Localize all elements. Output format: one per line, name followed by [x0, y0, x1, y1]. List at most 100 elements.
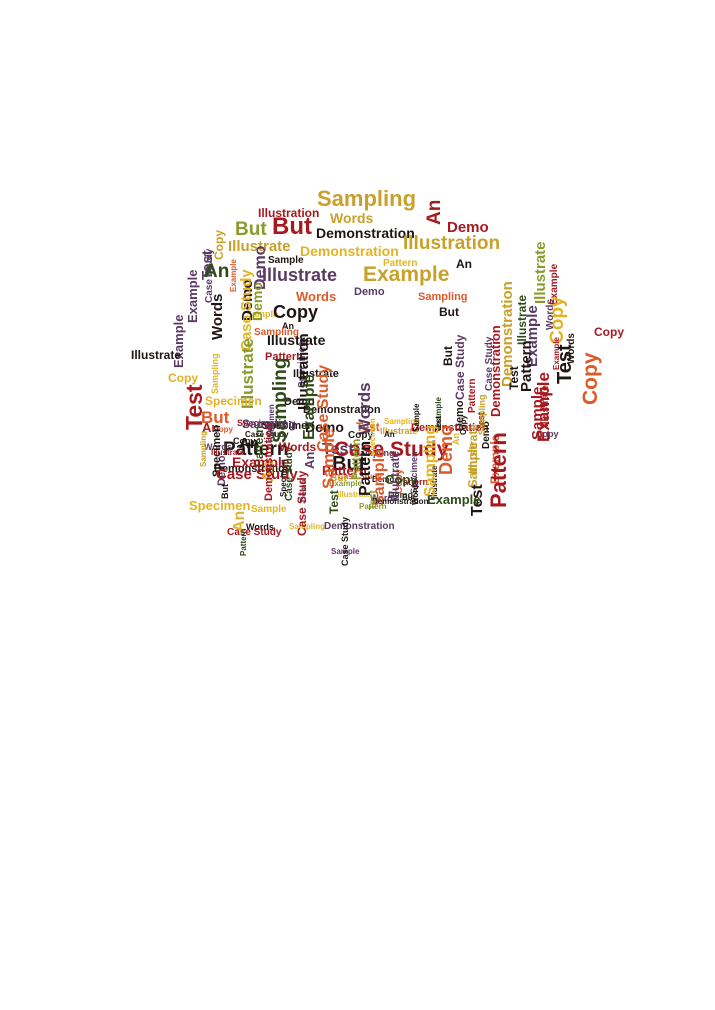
- cloud-word: Case Study: [245, 430, 289, 439]
- cloud-word: Illustrate: [267, 332, 326, 348]
- cloud-word: Demonstration: [303, 404, 381, 416]
- cloud-word: Illustrate: [228, 238, 291, 255]
- cloud-word: Example: [185, 269, 200, 323]
- cloud-word: Case Study: [338, 472, 382, 481]
- cloud-word: But: [272, 213, 312, 240]
- cloud-word: Demo: [447, 219, 489, 236]
- cloud-word: Test: [356, 420, 380, 434]
- cloud-word: Sample: [412, 403, 421, 432]
- cloud-word: Demo: [354, 286, 385, 298]
- cloud-word: An: [302, 451, 317, 469]
- cloud-word: Illustrate: [532, 241, 549, 304]
- cloud-word: Example: [229, 259, 238, 292]
- cloud-word: Demonstration: [411, 422, 489, 434]
- cloud-word: But: [220, 484, 230, 499]
- cloud-word: Sample: [251, 504, 287, 515]
- cloud-word: Copy: [579, 352, 602, 406]
- cloud-word: Pattern: [265, 351, 303, 363]
- cloud-word: Copy: [385, 472, 418, 487]
- cloud-word: Copy: [168, 371, 198, 385]
- cloud-word: Sample: [246, 309, 279, 319]
- cloud-word: Test: [322, 441, 354, 458]
- cloud-word: Demonstration: [372, 497, 429, 506]
- cloud-word: Demo: [284, 396, 315, 408]
- cloud-word: Sampling: [254, 327, 300, 338]
- cloud-word: Sample: [529, 386, 546, 440]
- cloud-word: Pattern: [359, 502, 387, 511]
- cloud-word: Illustrate: [262, 265, 338, 285]
- cloud-word: Demo: [388, 490, 414, 500]
- cloud-word: Copy: [594, 325, 624, 339]
- cloud-word: Pattern: [383, 258, 418, 269]
- cloud-word: Sample: [331, 547, 360, 556]
- cloud-word: Pattern: [486, 432, 511, 508]
- cloud-word: But: [439, 305, 459, 319]
- cloud-word: Demonstration: [263, 423, 275, 501]
- cloud-word: Words: [330, 210, 374, 226]
- cloud-word: Copy: [213, 425, 233, 434]
- cloud-word: Example: [329, 479, 362, 488]
- cloud-word: Demonstration: [488, 325, 503, 417]
- cloud-word: An: [204, 261, 230, 282]
- cloud-word: Sampling: [418, 291, 468, 303]
- cloud-word: Copy: [536, 429, 559, 439]
- cloud-word: But: [235, 219, 267, 240]
- cloud-word: An: [239, 435, 259, 452]
- cloud-word: An: [202, 420, 220, 435]
- cloud-word: Case Study: [453, 334, 467, 400]
- cloud-word: Demonstration: [214, 463, 292, 475]
- cloud-word: Sampling: [210, 353, 220, 394]
- cloud-word: Demo: [372, 475, 395, 484]
- cloud-word: Words: [204, 442, 232, 452]
- cloud-word: Sampling: [384, 417, 421, 426]
- cloud-word: Illustrate: [131, 348, 182, 362]
- cloud-word: An: [282, 321, 294, 331]
- cloud-word: Illustrate: [293, 368, 339, 380]
- cloud-word: Illustrate: [211, 448, 245, 457]
- cloud-word: Illustrate: [337, 490, 371, 499]
- cloud-word: Specimen: [205, 394, 262, 408]
- cloud-word: Copy: [273, 302, 318, 322]
- cloud-word: Illustration: [258, 206, 320, 220]
- cloud-word: Sample: [319, 428, 338, 489]
- cloud-word: Words: [370, 493, 398, 503]
- cloud-word: Illustrate: [515, 294, 529, 345]
- cloud-word: Example: [232, 454, 290, 470]
- cloud-word: Words: [296, 289, 337, 304]
- cloud-word: Sampling: [354, 448, 395, 458]
- cloud-word: Specimen: [262, 420, 314, 432]
- cloud-word: But: [332, 453, 366, 475]
- cloud-word: But: [402, 493, 416, 502]
- cloud-word: Case Study: [227, 527, 282, 538]
- cloud-word: Case Study: [295, 470, 309, 536]
- cloud-word: Demo: [436, 424, 456, 475]
- cloud-word: An: [384, 430, 395, 439]
- cloud-word: Illustration: [403, 233, 501, 254]
- cloud-word: Demonstration: [300, 243, 399, 259]
- cloud-word: Specimen: [189, 498, 251, 513]
- cloud-word: An: [456, 257, 472, 271]
- cloud-word: Test: [554, 344, 576, 384]
- cloud-word: Sampling: [422, 424, 439, 497]
- cloud-word: But: [201, 408, 230, 427]
- cloud-word: Pattern: [397, 477, 429, 487]
- cloud-word: Pattern: [518, 340, 535, 392]
- cloud-word: Pattern: [322, 463, 367, 478]
- cloud-word: Case Study: [284, 446, 295, 501]
- cloud-word: Example: [427, 492, 481, 507]
- cloud-word: Demo: [305, 419, 344, 435]
- cloud-word: Test: [368, 490, 379, 510]
- cloud-word: Case Study: [340, 516, 350, 566]
- cloud-word: Words: [246, 522, 274, 532]
- cloud-word: Sampling: [199, 430, 208, 467]
- cloud-word: Sample: [465, 441, 480, 488]
- cloud-word: Case Study: [334, 438, 449, 461]
- cloud-word: But: [330, 473, 347, 484]
- cloud-word: Pattern: [223, 439, 289, 460]
- cloud-word: Illustrate: [380, 426, 418, 436]
- cloud-word: Demonstration: [324, 521, 395, 532]
- cloud-word: Sampling: [242, 417, 297, 431]
- cloud-word: Demonstration: [316, 225, 415, 241]
